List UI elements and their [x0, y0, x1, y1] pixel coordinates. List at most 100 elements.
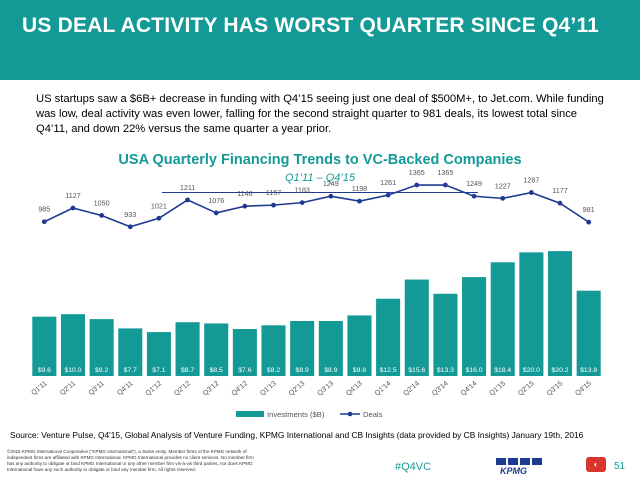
- x-tick-label: Q1'11: [30, 380, 48, 397]
- x-tick-label: Q2'15: [517, 380, 536, 397]
- x-tick-label: Q4'13: [345, 380, 364, 397]
- bar: [146, 332, 171, 376]
- deals-value-label: 1249: [323, 179, 339, 188]
- bar-value-label: $12.5: [380, 367, 397, 374]
- bar-value-label: $16.0: [466, 367, 483, 374]
- deals-value-label: 1050: [94, 198, 110, 207]
- deals-value-label: 981: [583, 205, 595, 214]
- deals-value-label: 1076: [208, 196, 224, 205]
- bar-value-label: $9.8: [353, 367, 366, 374]
- deals-value-label: 1287: [523, 176, 539, 185]
- deals-value-label: 1177: [552, 186, 567, 195]
- bar-value-label: $8.9: [296, 367, 309, 374]
- x-tick-label: Q4'12: [231, 380, 250, 397]
- legal-disclaimer: ©2016 KPMG International Cooperative ("K…: [7, 449, 254, 472]
- bar: [318, 320, 343, 376]
- chart-subtitle: Q1’11 – Q4’15: [284, 172, 356, 184]
- bar: [232, 329, 257, 376]
- deals-value-label: 1365: [437, 168, 453, 177]
- deals-value-label: 1127: [65, 191, 80, 200]
- deals-value-label: 1365: [409, 168, 425, 177]
- deals-value-label: 1211: [180, 183, 195, 192]
- deals-value-label: 933: [124, 210, 136, 219]
- bar-value-label: $7.1: [152, 367, 165, 374]
- intro-paragraph: US startups saw a $6B+ decrease in fundi…: [36, 93, 604, 135]
- bar: [347, 315, 372, 376]
- deals-point: [357, 198, 362, 204]
- bar-value-label: $20.2: [552, 367, 569, 374]
- deals-point: [500, 195, 506, 201]
- deals-point: [385, 192, 391, 198]
- x-tick-label: Q2'12: [173, 380, 192, 397]
- bar: [32, 316, 57, 376]
- deals-value-label: 1249: [466, 179, 482, 188]
- legend-label-investments: Investments ($B): [267, 410, 325, 419]
- bar-value-label: $8.2: [267, 367, 280, 374]
- legend-label-deals: Deals: [363, 410, 383, 419]
- deals-point: [156, 215, 162, 221]
- x-tick-label: Q4'15: [574, 380, 593, 397]
- deals-point: [70, 205, 76, 211]
- deals-line: [43, 184, 590, 228]
- deals-value-label: 1021: [151, 201, 167, 210]
- deals-value-label: 1146: [237, 189, 252, 198]
- bar: [60, 314, 86, 376]
- bar: [261, 325, 286, 376]
- bar-value-label: $8.7: [181, 367, 194, 374]
- bar: [118, 328, 143, 376]
- chart-title: USA Quarterly Financing Trends to VC-Bac…: [118, 152, 522, 168]
- bar-value-label: $15.6: [408, 367, 425, 374]
- x-tick-label: Q2'14: [402, 380, 421, 397]
- deals-value-label: 985: [38, 205, 50, 214]
- bar-series: [32, 251, 601, 376]
- bar-value-label: $8.5: [210, 367, 223, 374]
- bar-value-label: $18.4: [494, 367, 511, 374]
- title-divider: [162, 192, 478, 193]
- bar: [404, 279, 429, 376]
- x-tick-label: Q3'15: [546, 380, 565, 397]
- bar-value-label: $9.6: [38, 367, 51, 374]
- x-tick-label: Q3'13: [316, 380, 335, 397]
- bar-value-labels: $9.6 $10.0 $9.2 $7.7 $7.1 $8.7 $8.5 $7.6 $8.2 $8.…: [38, 367, 598, 374]
- x-tick-label: Q2'11: [59, 380, 77, 397]
- x-tick-label: Q4'11: [116, 380, 134, 397]
- deals-value-label: 1198: [352, 184, 367, 193]
- deals-point: [586, 219, 592, 225]
- deals-point: [41, 219, 47, 225]
- x-tick-label: Q4'14: [460, 380, 479, 397]
- source-note: Source: Venture Pulse, Q4'15, Global Ana…: [10, 430, 584, 440]
- deals-point: [443, 182, 448, 188]
- bar: [376, 298, 401, 376]
- deals-value-label: 1227: [495, 181, 511, 190]
- deals-point: [299, 200, 305, 206]
- x-tick-label: Q1'14: [374, 380, 393, 397]
- deals-line-series: [41, 182, 592, 230]
- title-banner: US DEAL ACTIVITY HAS WORST QUARTER SINCE…: [0, 0, 640, 80]
- x-tick-label: Q3'14: [431, 380, 450, 397]
- deals-value-label: 1183: [294, 186, 309, 195]
- bar-value-label: $8.9: [324, 367, 337, 374]
- bar-value-label: $10.0: [64, 367, 81, 374]
- kpmg-logo: KPMG: [496, 458, 542, 475]
- x-tick-label: Q1'12: [145, 380, 164, 397]
- bar-value-label: $20.0: [523, 367, 540, 374]
- bar: [462, 277, 487, 376]
- bar: [89, 319, 114, 376]
- x-tick-label: Q3'11: [88, 380, 106, 397]
- bar: [490, 262, 515, 376]
- bar-value-label: $13.3: [437, 367, 454, 374]
- bar: [433, 293, 458, 376]
- x-tick-label: Q1'13: [259, 380, 278, 397]
- legend-marker-deals: [347, 411, 353, 417]
- bar: [547, 251, 573, 376]
- deals-value-label: 1261: [380, 178, 396, 187]
- deals-value-labels: 985 1127 1050 933 1021 1211 1076 1146 1157 1183 12…: [38, 168, 594, 219]
- page-number: 51: [614, 461, 626, 472]
- deals-point: [127, 224, 133, 230]
- bar-value-label: $9.2: [95, 367, 108, 374]
- bar-value-label: $13.8: [580, 367, 597, 374]
- bar-value-label: $7.7: [124, 367, 137, 374]
- brand-mark-icon: ◐: [586, 457, 606, 472]
- deals-point: [328, 193, 334, 199]
